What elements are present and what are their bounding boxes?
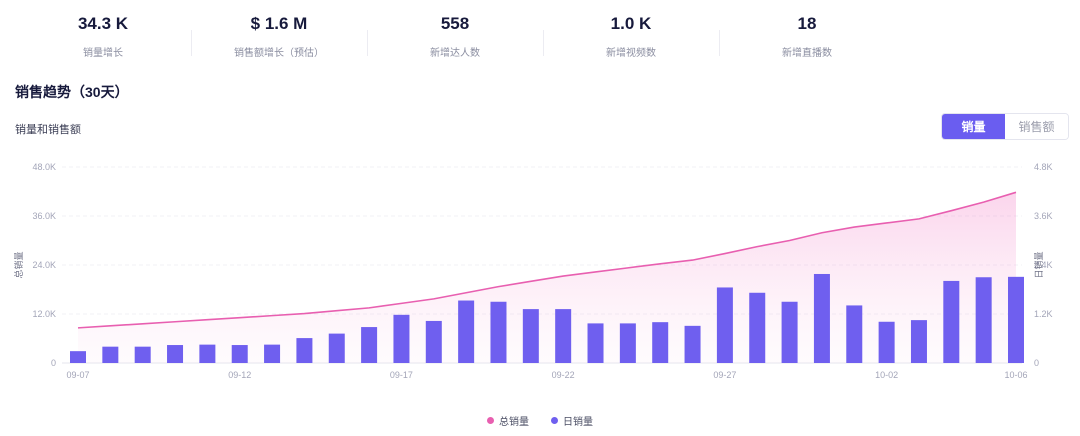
stat-value: 34.3 K (77, 14, 129, 33)
daily-sales-bar (231, 345, 248, 363)
sales-trend-chart: 0 0 12.0K 1.2K 24.0K 2.4K 36.0K 3.6K 48.0K 4.8K 总销… (13, 162, 1053, 380)
x-tick-label: 10-06 (1004, 370, 1027, 380)
daily-sales-bar (749, 292, 766, 363)
section-title: 销售趋势（30天） (15, 84, 129, 100)
y-right-tick-label: 0 (1034, 358, 1039, 368)
x-tick-label: 09-22 (552, 370, 575, 380)
x-tick-label: 10-02 (875, 370, 898, 380)
stat-label: 新增直播数 (782, 48, 832, 59)
daily-sales-bar (328, 333, 345, 363)
y-right-tick-label: 3.6K (1034, 211, 1053, 221)
legend-label: 日销量 (563, 417, 593, 428)
y-left-tick-label: 12.0K (32, 309, 56, 319)
y-right-axis-title: 日销量 (1033, 251, 1044, 278)
daily-sales-bar (102, 346, 119, 363)
y-left-tick-label: 0 (51, 358, 56, 368)
y-right-tick-label: 4.8K (1034, 162, 1053, 172)
daily-sales-bar (490, 301, 507, 363)
daily-sales-bar (361, 327, 378, 363)
stat-value: 1.0 K (610, 14, 652, 33)
y-left-axis-title: 总销量 (13, 251, 24, 278)
daily-sales-bar (878, 321, 895, 363)
daily-sales-bar (522, 309, 539, 363)
total-sales-line (77, 191, 1017, 329)
stats-row: 34.3 K 销量增长 $ 1.6 M 销售额增长（预估） 558 新增达人数 … (15, 0, 895, 68)
total-sales-area (78, 192, 1016, 363)
toggle-sales-volume-button[interactable]: 销量 (942, 114, 1005, 139)
daily-sales-bar (425, 320, 442, 363)
stat-label: 新增视频数 (606, 48, 656, 59)
legend-item-daily-sales[interactable]: 日销量 (551, 413, 593, 428)
stat-label: 新增达人数 (430, 48, 480, 59)
stat-new-livestreams: 18 新增直播数 (719, 0, 895, 68)
daily-sales-bar (296, 338, 313, 363)
chart-legend: 总销量 日销量 (0, 413, 1080, 428)
daily-sales-bar (910, 320, 927, 363)
x-tick-label: 09-07 (66, 370, 89, 380)
daily-sales-bar (393, 314, 410, 363)
legend-dot-icon (551, 417, 558, 424)
daily-sales-bar (846, 305, 863, 363)
x-tick-label: 09-12 (228, 370, 251, 380)
stat-revenue-growth: $ 1.6 M 销售额增长（预估） (191, 0, 367, 68)
x-tick-label: 09-17 (390, 370, 413, 380)
legend-label: 总销量 (499, 417, 529, 428)
daily-sales-bar (587, 323, 604, 363)
daily-sales-bar (134, 346, 151, 363)
daily-sales-bar (619, 323, 636, 363)
stat-new-influencers: 558 新增达人数 (367, 0, 543, 68)
y-right-tick-label: 1.2K (1034, 309, 1053, 319)
legend-item-total-sales[interactable]: 总销量 (487, 413, 529, 428)
stat-new-videos: 1.0 K 新增视频数 (543, 0, 719, 68)
stat-value: $ 1.6 M (250, 14, 308, 33)
daily-sales-bar (684, 325, 701, 363)
daily-sales-bar (943, 280, 960, 363)
stat-value: 18 (797, 14, 817, 33)
legend-dot-icon (487, 417, 494, 424)
y-left-tick-label: 24.0K (32, 260, 56, 270)
x-tick-label: 09-27 (713, 370, 736, 380)
y-left-tick-label: 48.0K (32, 162, 56, 172)
daily-sales-bar (167, 345, 184, 363)
daily-sales-bar (199, 344, 216, 363)
stat-label: 销量增长 (83, 48, 123, 59)
stat-value: 558 (440, 14, 470, 33)
metric-toggle: 销量 销售额 (941, 113, 1069, 140)
daily-sales-bar (781, 301, 798, 363)
daily-sales-bar (1008, 276, 1024, 363)
toggle-sales-amount-button[interactable]: 销售额 (1005, 114, 1068, 139)
chart-subtitle: 销量和销售额 (15, 124, 81, 136)
daily-sales-bar (70, 351, 86, 363)
stat-label: 销售额增长（预估） (234, 48, 324, 59)
daily-sales-bar (813, 273, 830, 363)
daily-sales-bar (652, 322, 669, 363)
daily-sales-bar (264, 344, 281, 363)
daily-sales-bar (555, 309, 572, 363)
daily-sales-bar (716, 287, 733, 363)
y-right-tick-label: 2.4K (1034, 260, 1053, 270)
daily-sales-bar (458, 300, 475, 363)
daily-sales-bar (975, 277, 992, 363)
y-left-tick-label: 36.0K (32, 211, 56, 221)
stat-sales-growth: 34.3 K 销量增长 (15, 0, 191, 68)
